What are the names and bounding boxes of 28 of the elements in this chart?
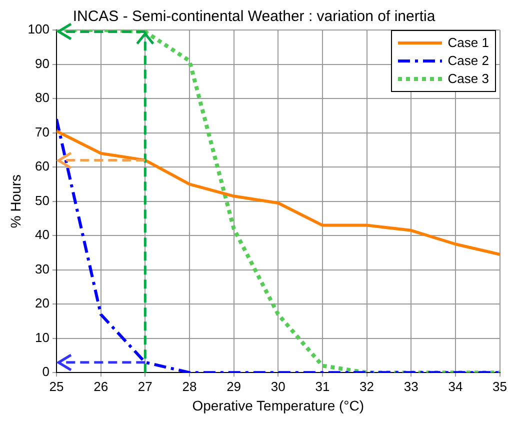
x-tick-label: 29	[226, 378, 242, 394]
y-tick-label: 90	[35, 56, 50, 71]
y-tick-label: 10	[35, 330, 50, 345]
x-tick-label: 35	[492, 378, 508, 394]
x-tick-label: 30	[270, 378, 286, 394]
y-tick-label: 40	[35, 227, 50, 242]
y-tick-label: 60	[35, 158, 50, 174]
y-tick-label: 70	[35, 124, 50, 140]
x-tick-label: 27	[138, 378, 152, 394]
legend-label: Case 3	[448, 70, 489, 88]
x-tick-label: 34	[448, 378, 463, 394]
x-tick-label: 28	[182, 378, 197, 394]
chart-title: INCAS - Semi-continental Weather : variation of inertia	[72, 8, 436, 26]
y-tick-label: 100	[28, 22, 50, 37]
legend-label: Case 1	[448, 34, 489, 52]
x-tick-label: 32	[360, 378, 374, 394]
y-tick-label: 80	[35, 90, 50, 106]
x-tick-label: 31	[315, 378, 330, 394]
x-tick-label: 26	[94, 378, 108, 394]
x-tick-label: 25	[49, 378, 64, 394]
y-tick-label: 50	[35, 192, 50, 208]
y-tick-label: 20	[35, 296, 50, 311]
y-tick-label: 0	[42, 364, 50, 380]
legend-label: Case 2	[448, 52, 489, 70]
x-axis-title: Operative Temperature (°C)	[192, 397, 364, 414]
x-tick-label: 33	[404, 378, 418, 394]
y-axis-title: % Hours	[7, 174, 24, 228]
y-tick-label: 30	[35, 261, 50, 276]
